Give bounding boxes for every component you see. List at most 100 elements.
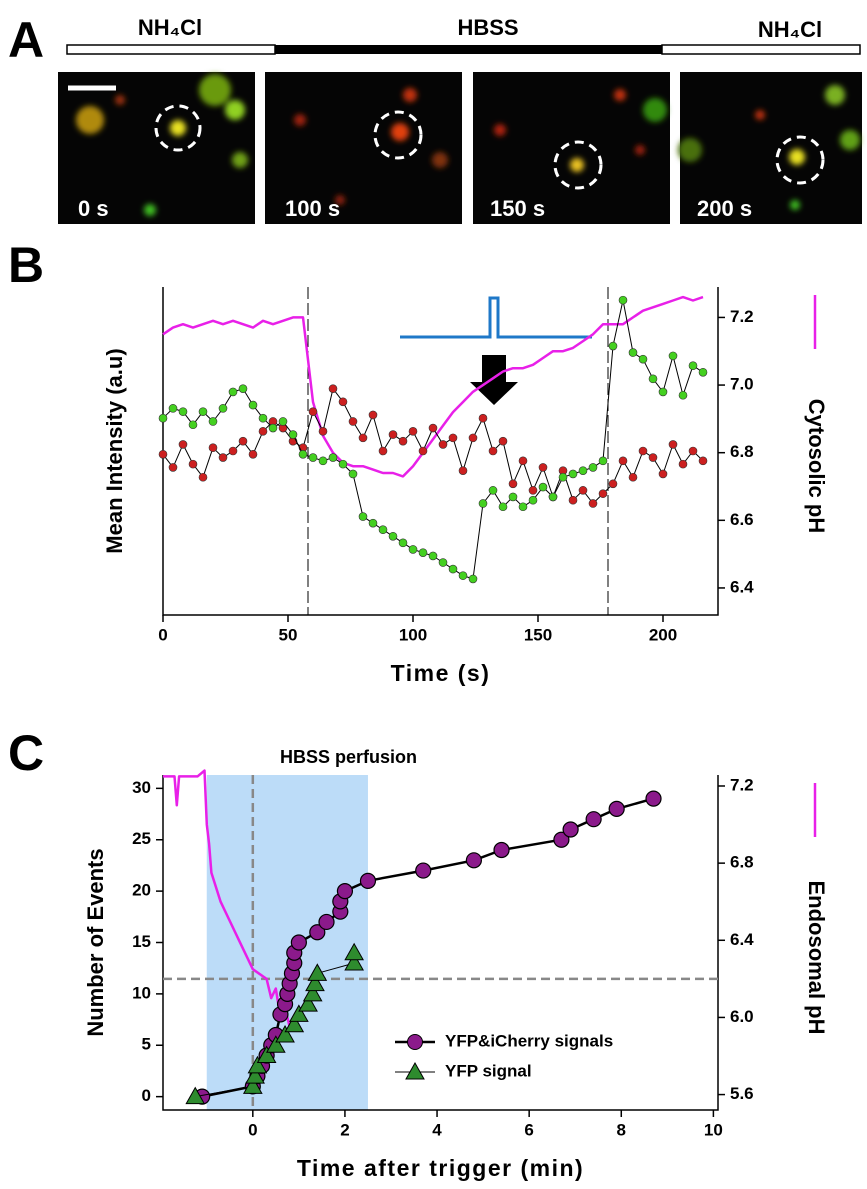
data-point	[478, 499, 488, 508]
y-tick-label: 15	[132, 932, 151, 951]
data-point	[208, 417, 218, 426]
data-point	[290, 934, 307, 951]
data-point	[368, 410, 378, 420]
data-point	[608, 341, 618, 351]
data-point	[418, 548, 428, 557]
solution-label: NH₄Cl	[758, 17, 822, 42]
data-point	[598, 456, 608, 466]
legend-marker	[407, 1034, 423, 1050]
y-tick-label: 5	[142, 1035, 151, 1054]
data-point	[188, 459, 198, 469]
data-point	[448, 433, 458, 443]
frame-time: 100 s	[285, 196, 340, 221]
data-point	[568, 495, 578, 505]
series-line	[162, 388, 704, 504]
panel-label: B	[8, 237, 44, 293]
data-point	[548, 492, 558, 502]
data-point	[328, 384, 338, 393]
x-tick-label: 4	[432, 1120, 442, 1139]
series-line	[163, 769, 291, 1028]
data-point	[448, 564, 458, 574]
data-point	[638, 354, 648, 364]
data-point	[318, 913, 335, 931]
y2-tick-label: 6.6	[730, 510, 754, 529]
data-point	[247, 1055, 268, 1074]
data-point	[508, 479, 518, 489]
data-point	[428, 423, 438, 433]
data-point	[645, 790, 662, 807]
y-tick-label: 0	[142, 1086, 151, 1105]
data-point	[688, 446, 698, 456]
x-axis-label: Time after trigger (min)	[297, 1155, 584, 1181]
data-point	[218, 453, 228, 462]
data-point	[428, 551, 438, 561]
y-axis-label: Mean Intensity (a.u)	[102, 348, 127, 553]
y2-tick-label: 6.8	[730, 853, 754, 872]
data-point	[398, 436, 408, 446]
frame-time: 200 s	[697, 196, 752, 221]
data-point	[265, 1035, 286, 1053]
y2-tick-label: 7.0	[730, 375, 754, 394]
data-point	[238, 384, 248, 393]
data-point	[358, 512, 368, 521]
data-point	[289, 1004, 309, 1022]
data-point	[608, 479, 618, 489]
data-point	[178, 407, 188, 416]
data-point	[438, 558, 448, 567]
data-point	[688, 361, 698, 371]
data-point	[518, 456, 528, 466]
micrograph	[473, 72, 670, 224]
data-point	[378, 525, 388, 535]
y-tick-label: 20	[132, 881, 151, 900]
data-point	[168, 404, 178, 413]
shade-label: HBSS perfusion	[280, 747, 417, 767]
x-tick-label: 6	[524, 1120, 533, 1139]
data-point	[358, 433, 368, 443]
y2-tick-label: 6.4	[730, 577, 754, 596]
solution-label: NH₄Cl	[138, 15, 202, 40]
x-tick-label: 10	[704, 1120, 723, 1139]
y-tick-label: 10	[132, 983, 151, 1002]
data-point	[493, 841, 510, 859]
solution-label: HBSS	[457, 15, 518, 40]
data-point	[198, 407, 208, 416]
y2-tick-label: 7.2	[730, 775, 754, 794]
data-point	[158, 413, 168, 423]
micrograph	[678, 72, 862, 224]
data-point	[465, 852, 482, 869]
data-point	[562, 821, 579, 838]
data-point	[678, 459, 688, 469]
data-point	[628, 472, 638, 482]
data-point	[628, 348, 638, 357]
y-tick-label: 30	[132, 778, 151, 797]
data-point	[585, 811, 602, 828]
frame-time: 0 s	[78, 196, 109, 221]
data-point	[348, 469, 358, 479]
data-point	[398, 538, 408, 548]
x-tick-label: 200	[649, 625, 677, 644]
data-point	[518, 502, 528, 512]
data-point	[408, 545, 418, 554]
y2-axis-label: Cytosolic pH	[804, 399, 829, 533]
data-point	[488, 486, 498, 495]
data-point	[308, 407, 318, 416]
y-axis-label: Number of Events	[83, 848, 108, 1036]
panel-label: A	[8, 12, 44, 68]
data-point	[168, 463, 178, 472]
data-point	[488, 446, 498, 456]
data-point	[318, 456, 328, 466]
data-point	[188, 420, 198, 430]
y2-tick-label: 5.6	[730, 1084, 754, 1103]
data-point	[318, 427, 328, 436]
data-point	[458, 466, 468, 475]
data-point	[288, 430, 298, 439]
data-point	[538, 482, 548, 492]
y2-tick-label: 6.8	[730, 442, 754, 461]
x-tick-label: 0	[158, 625, 167, 644]
data-point	[588, 499, 598, 508]
x-tick-label: 0	[248, 1120, 257, 1139]
data-point	[328, 453, 338, 462]
data-point	[528, 495, 538, 505]
frame-time: 150 s	[490, 196, 545, 221]
data-point	[588, 463, 598, 472]
